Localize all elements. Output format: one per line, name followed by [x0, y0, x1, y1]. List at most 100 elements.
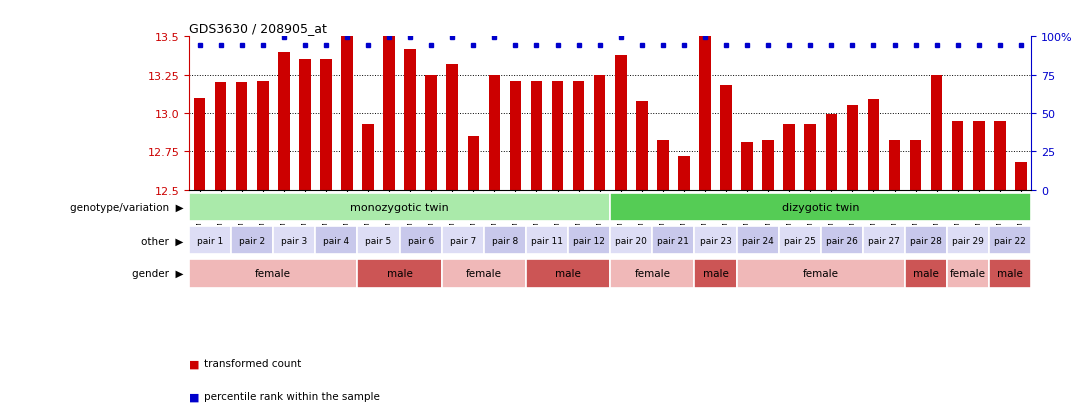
- Bar: [404, 50, 416, 190]
- FancyBboxPatch shape: [189, 194, 610, 222]
- Bar: [615, 55, 626, 190]
- Text: gender  ▶: gender ▶: [132, 269, 184, 279]
- Text: pair 3: pair 3: [281, 236, 308, 245]
- Text: other  ▶: other ▶: [141, 236, 184, 246]
- Bar: [762, 141, 774, 190]
- Bar: [805, 124, 816, 190]
- FancyBboxPatch shape: [189, 227, 231, 255]
- Text: pair 22: pair 22: [995, 236, 1026, 245]
- Bar: [699, 37, 711, 190]
- FancyBboxPatch shape: [989, 260, 1031, 288]
- Bar: [488, 76, 500, 190]
- Bar: [720, 86, 732, 190]
- Text: monozygotic twin: monozygotic twin: [350, 203, 449, 213]
- Bar: [341, 37, 353, 190]
- Text: male: male: [703, 269, 728, 279]
- Text: pair 20: pair 20: [616, 236, 647, 245]
- FancyBboxPatch shape: [610, 227, 652, 255]
- Bar: [973, 121, 985, 190]
- Text: male: male: [914, 269, 939, 279]
- FancyBboxPatch shape: [357, 260, 442, 288]
- Bar: [530, 81, 542, 190]
- FancyBboxPatch shape: [610, 194, 1031, 222]
- Bar: [257, 81, 269, 190]
- Text: male: male: [998, 269, 1023, 279]
- Bar: [426, 76, 437, 190]
- Text: pair 25: pair 25: [784, 236, 815, 245]
- Bar: [889, 141, 901, 190]
- FancyBboxPatch shape: [315, 227, 357, 255]
- Text: pair 12: pair 12: [573, 236, 605, 245]
- Text: percentile rank within the sample: percentile rank within the sample: [204, 392, 380, 401]
- Text: pair 6: pair 6: [407, 236, 434, 245]
- FancyBboxPatch shape: [610, 260, 694, 288]
- Text: female: female: [465, 269, 502, 279]
- Bar: [867, 100, 879, 190]
- Text: pair 5: pair 5: [365, 236, 392, 245]
- FancyBboxPatch shape: [821, 227, 863, 255]
- FancyBboxPatch shape: [905, 260, 947, 288]
- Text: pair 2: pair 2: [239, 236, 266, 245]
- Text: ■: ■: [189, 358, 200, 368]
- Text: male: male: [555, 269, 581, 279]
- Text: pair 11: pair 11: [531, 236, 563, 245]
- Text: pair 23: pair 23: [700, 236, 731, 245]
- Bar: [931, 76, 943, 190]
- FancyBboxPatch shape: [484, 227, 526, 255]
- Bar: [741, 142, 753, 190]
- Bar: [825, 115, 837, 190]
- Bar: [468, 137, 480, 190]
- Bar: [847, 106, 859, 190]
- Text: pair 29: pair 29: [953, 236, 984, 245]
- FancyBboxPatch shape: [400, 227, 442, 255]
- Text: dizygotic twin: dizygotic twin: [782, 203, 860, 213]
- Bar: [909, 141, 921, 190]
- FancyBboxPatch shape: [189, 260, 357, 288]
- Text: male: male: [387, 269, 413, 279]
- FancyBboxPatch shape: [694, 227, 737, 255]
- Bar: [657, 141, 669, 190]
- FancyBboxPatch shape: [231, 227, 273, 255]
- FancyBboxPatch shape: [737, 227, 779, 255]
- Bar: [572, 81, 584, 190]
- Bar: [278, 52, 289, 190]
- Text: pair 28: pair 28: [910, 236, 942, 245]
- Text: pair 26: pair 26: [826, 236, 858, 245]
- Text: female: female: [802, 269, 839, 279]
- Bar: [299, 60, 311, 190]
- Text: female: female: [255, 269, 292, 279]
- Bar: [994, 121, 1005, 190]
- Text: pair 21: pair 21: [658, 236, 689, 245]
- Text: female: female: [950, 269, 986, 279]
- Text: pair 24: pair 24: [742, 236, 773, 245]
- Bar: [193, 98, 205, 190]
- Bar: [636, 101, 648, 190]
- FancyBboxPatch shape: [526, 227, 568, 255]
- FancyBboxPatch shape: [442, 260, 526, 288]
- Bar: [446, 65, 458, 190]
- Text: female: female: [634, 269, 671, 279]
- Text: pair 1: pair 1: [197, 236, 224, 245]
- Bar: [320, 60, 332, 190]
- FancyBboxPatch shape: [863, 227, 905, 255]
- FancyBboxPatch shape: [947, 227, 989, 255]
- Bar: [783, 124, 795, 190]
- FancyBboxPatch shape: [442, 227, 484, 255]
- FancyBboxPatch shape: [947, 260, 989, 288]
- Bar: [552, 81, 564, 190]
- FancyBboxPatch shape: [737, 260, 905, 288]
- Bar: [951, 121, 963, 190]
- Text: pair 8: pair 8: [491, 236, 518, 245]
- Bar: [510, 81, 522, 190]
- Text: pair 7: pair 7: [449, 236, 476, 245]
- FancyBboxPatch shape: [905, 227, 947, 255]
- FancyBboxPatch shape: [779, 227, 821, 255]
- Bar: [678, 157, 690, 190]
- Bar: [362, 124, 374, 190]
- Bar: [1015, 163, 1027, 190]
- FancyBboxPatch shape: [694, 260, 737, 288]
- FancyBboxPatch shape: [357, 227, 400, 255]
- Text: pair 27: pair 27: [868, 236, 900, 245]
- FancyBboxPatch shape: [568, 227, 610, 255]
- Bar: [594, 76, 606, 190]
